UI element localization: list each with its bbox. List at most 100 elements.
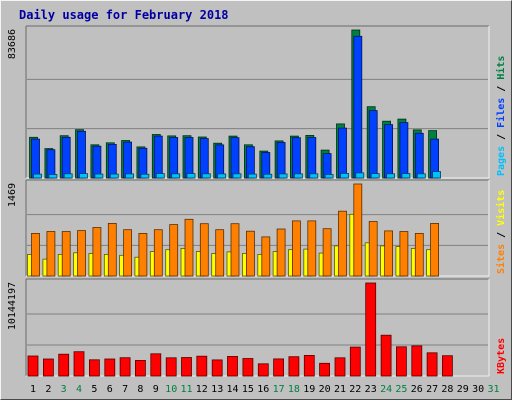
legend-entry-sites: Sites: [495, 244, 507, 274]
day-label-19: 19: [303, 384, 315, 395]
day-label-6: 6: [107, 384, 113, 395]
bar-files-day-22: [353, 35, 363, 179]
bar-pages-day-27: [432, 171, 442, 179]
day-label-15: 15: [242, 384, 254, 395]
day-label-11: 11: [180, 384, 192, 395]
bar-files-day-6: [107, 143, 117, 179]
bar-pages-day-11: [186, 173, 196, 179]
day-label-13: 13: [211, 384, 223, 395]
day-label-16: 16: [257, 384, 269, 395]
day-label-24: 24: [380, 384, 392, 395]
bar-kbytes-day-7: [119, 357, 131, 377]
y-max-label-hits-files-pages: 83686: [7, 29, 18, 59]
bar-sites-day-1: [31, 232, 40, 277]
legend-separator: /: [496, 80, 507, 98]
bar-sites-day-23: [368, 221, 378, 277]
bar-sites-day-9: [153, 229, 163, 277]
bar-sites-day-20: [322, 228, 332, 277]
bar-pages-day-1: [33, 173, 42, 179]
bar-files-day-21: [338, 127, 347, 179]
day-label-26: 26: [411, 384, 423, 395]
bar-kbytes-day-6: [104, 358, 116, 377]
bar-pages-day-15: [247, 173, 257, 179]
legend-separator: /: [496, 128, 507, 146]
bar-kbytes-day-23: [365, 282, 377, 377]
bar-files-day-9: [153, 135, 163, 179]
day-label-23: 23: [365, 384, 377, 395]
bar-kbytes-day-15: [242, 358, 254, 377]
bar-pages-day-3: [63, 173, 73, 179]
day-label-20: 20: [319, 384, 331, 395]
bar-sites-day-26: [414, 232, 424, 277]
day-label-21: 21: [334, 384, 346, 395]
bar-pages-day-2: [48, 174, 58, 179]
day-label-27: 27: [426, 384, 438, 395]
bar-files-day-26: [414, 132, 424, 179]
bar-sites-day-7: [123, 229, 132, 277]
bar-sites-day-11: [184, 218, 194, 277]
bar-kbytes-day-25: [395, 346, 407, 377]
day-label-2: 2: [45, 384, 51, 395]
legend-sites-visits: Sites / Visits: [495, 190, 507, 274]
bar-sites-day-4: [77, 230, 86, 277]
day-label-17: 17: [273, 384, 285, 395]
bar-sites-day-13: [215, 229, 225, 277]
bar-files-day-10: [169, 137, 179, 179]
bar-sites-day-12: [199, 223, 209, 277]
day-label-5: 5: [91, 384, 97, 395]
bar-pages-day-23: [370, 173, 380, 179]
legend-entry-kbytes: KBytes: [496, 338, 507, 374]
bar-files-day-19: [307, 137, 317, 179]
bar-pages-day-4: [79, 173, 88, 179]
bar-kbytes-day-1: [27, 355, 39, 377]
bar-pages-day-26: [416, 173, 426, 179]
bar-sites-day-27: [430, 222, 440, 277]
bar-files-day-2: [46, 149, 56, 179]
legend-kbytes: KBytes: [496, 338, 507, 374]
bar-sites-day-25: [399, 231, 409, 277]
bar-files-day-1: [31, 138, 40, 179]
bar-files-day-14: [230, 137, 240, 179]
bar-pages-day-17: [278, 173, 288, 179]
bar-kbytes-day-11: [181, 357, 192, 377]
day-label-1: 1: [30, 384, 36, 395]
y-max-label-sites-visits: 1469: [7, 183, 18, 207]
bar-kbytes-day-10: [165, 357, 177, 377]
legend-separator: /: [496, 226, 507, 244]
bar-sites-day-3: [61, 231, 71, 277]
bar-files-day-17: [276, 142, 286, 179]
bar-sites-day-14: [230, 223, 240, 277]
bar-files-day-23: [368, 110, 378, 179]
bar-sites-day-16: [261, 236, 271, 277]
bar-files-day-5: [92, 145, 102, 179]
day-label-7: 7: [122, 384, 128, 395]
bar-sites-day-10: [169, 224, 179, 277]
bar-kbytes-day-26: [411, 345, 423, 377]
day-label-30: 30: [472, 384, 484, 395]
bar-kbytes-day-5: [89, 359, 100, 377]
y-max-label-kbytes: 10144197: [7, 282, 18, 330]
bar-sites-day-17: [276, 228, 286, 277]
day-label-18: 18: [288, 384, 300, 395]
day-label-22: 22: [349, 384, 361, 395]
bar-kbytes-day-18: [288, 356, 300, 377]
bar-pages-day-12: [201, 173, 211, 179]
bar-pages-day-24: [386, 173, 396, 179]
bar-pages-day-6: [109, 173, 119, 179]
bar-kbytes-day-19: [303, 354, 315, 377]
bar-kbytes-day-27: [426, 352, 438, 377]
bar-kbytes-day-24: [380, 334, 392, 377]
bar-kbytes-day-14: [227, 355, 238, 377]
bar-files-day-12: [199, 138, 209, 179]
bar-pages-day-25: [401, 173, 411, 179]
bar-kbytes-day-21: [334, 357, 346, 377]
bar-pages-day-21: [340, 172, 349, 179]
bar-kbytes-day-3: [58, 353, 70, 377]
bar-files-day-7: [123, 141, 132, 179]
bar-sites-day-22: [353, 183, 363, 277]
legend-entry-visits: Visits: [495, 190, 507, 226]
day-label-31: 31: [487, 384, 499, 395]
bar-kbytes-day-4: [73, 351, 85, 377]
day-label-4: 4: [76, 384, 82, 395]
bar-kbytes-day-13: [211, 359, 223, 377]
